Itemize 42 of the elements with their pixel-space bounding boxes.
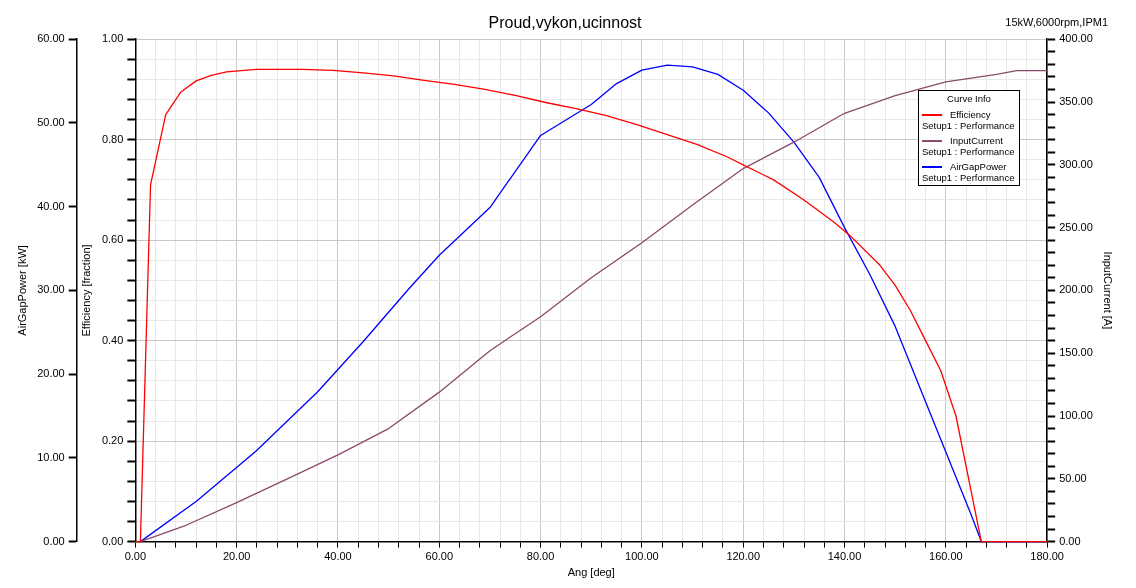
- x-tick-label: 100.00: [625, 550, 659, 563]
- text: 15kW,6000rpm,IPM1: [1005, 16, 1108, 28]
- y-axis-title: Efficiency [fraction]: [80, 244, 93, 337]
- y-tick-label: 0.40: [101, 333, 124, 346]
- x-tick-label: 140.00: [827, 550, 862, 563]
- x-tick-label: 120.00: [726, 550, 761, 563]
- x-tick-label: 80.00: [526, 550, 555, 563]
- y2-tick-label: 0.00: [1059, 534, 1081, 547]
- legend-label: AirGapPower Setup1 : Performance: [922, 161, 1016, 183]
- y3-tick-label: 20.00: [37, 367, 65, 380]
- y-tick-label: 0.20: [101, 434, 124, 447]
- y3-tick-label: 0.00: [43, 534, 65, 547]
- y-tick-label: 0.60: [101, 233, 124, 246]
- y3-tick-label: 30.00: [37, 283, 65, 296]
- y2-tick-label: 200.00: [1059, 283, 1093, 296]
- x-axis-title: Ang [deg]: [567, 566, 615, 579]
- y3-tick-label: 10.00: [37, 450, 65, 463]
- y2-tick-label: 250.00: [1059, 220, 1093, 233]
- x-tick-label: 0.00: [124, 550, 147, 563]
- x-tick-label: 180.00: [1030, 550, 1064, 563]
- x-tick-label: 20.00: [222, 550, 251, 563]
- y2-axis-title: InputCurrent [A]: [1102, 251, 1115, 330]
- x-tick-label: 40.00: [324, 550, 352, 563]
- y3-axis-title: AirGapPower [kW]: [15, 245, 28, 336]
- y-tick-label: 0.80: [101, 132, 124, 145]
- legend-title: Curve Info: [946, 92, 992, 106]
- y2-tick-label: 100.00: [1059, 409, 1093, 422]
- y3-tick-label: 40.00: [37, 199, 65, 212]
- y2-tick-label: 300.00: [1059, 157, 1093, 170]
- y3-tick-label: 60.00: [37, 32, 65, 45]
- chart-title: Proud,vykon,ucinnost: [488, 14, 643, 32]
- x-tick-label: 160.00: [929, 550, 963, 563]
- y2-tick-label: 150.00: [1059, 346, 1093, 359]
- x-tick-label: 60.00: [425, 550, 454, 563]
- y2-tick-label: 50.00: [1059, 471, 1087, 484]
- y3-tick-label: 50.00: [37, 115, 65, 128]
- y-tick-label: 1.00: [101, 32, 124, 45]
- y2-tick-label: 350.00: [1059, 95, 1093, 108]
- legend-label: InputCurrent Setup1 : Performance: [922, 135, 1016, 157]
- y-tick-label: 0.00: [101, 534, 124, 547]
- y2-tick-label: 400.00: [1059, 32, 1093, 45]
- legend-label: Efficiency Setup1 : Performance: [922, 109, 1016, 131]
